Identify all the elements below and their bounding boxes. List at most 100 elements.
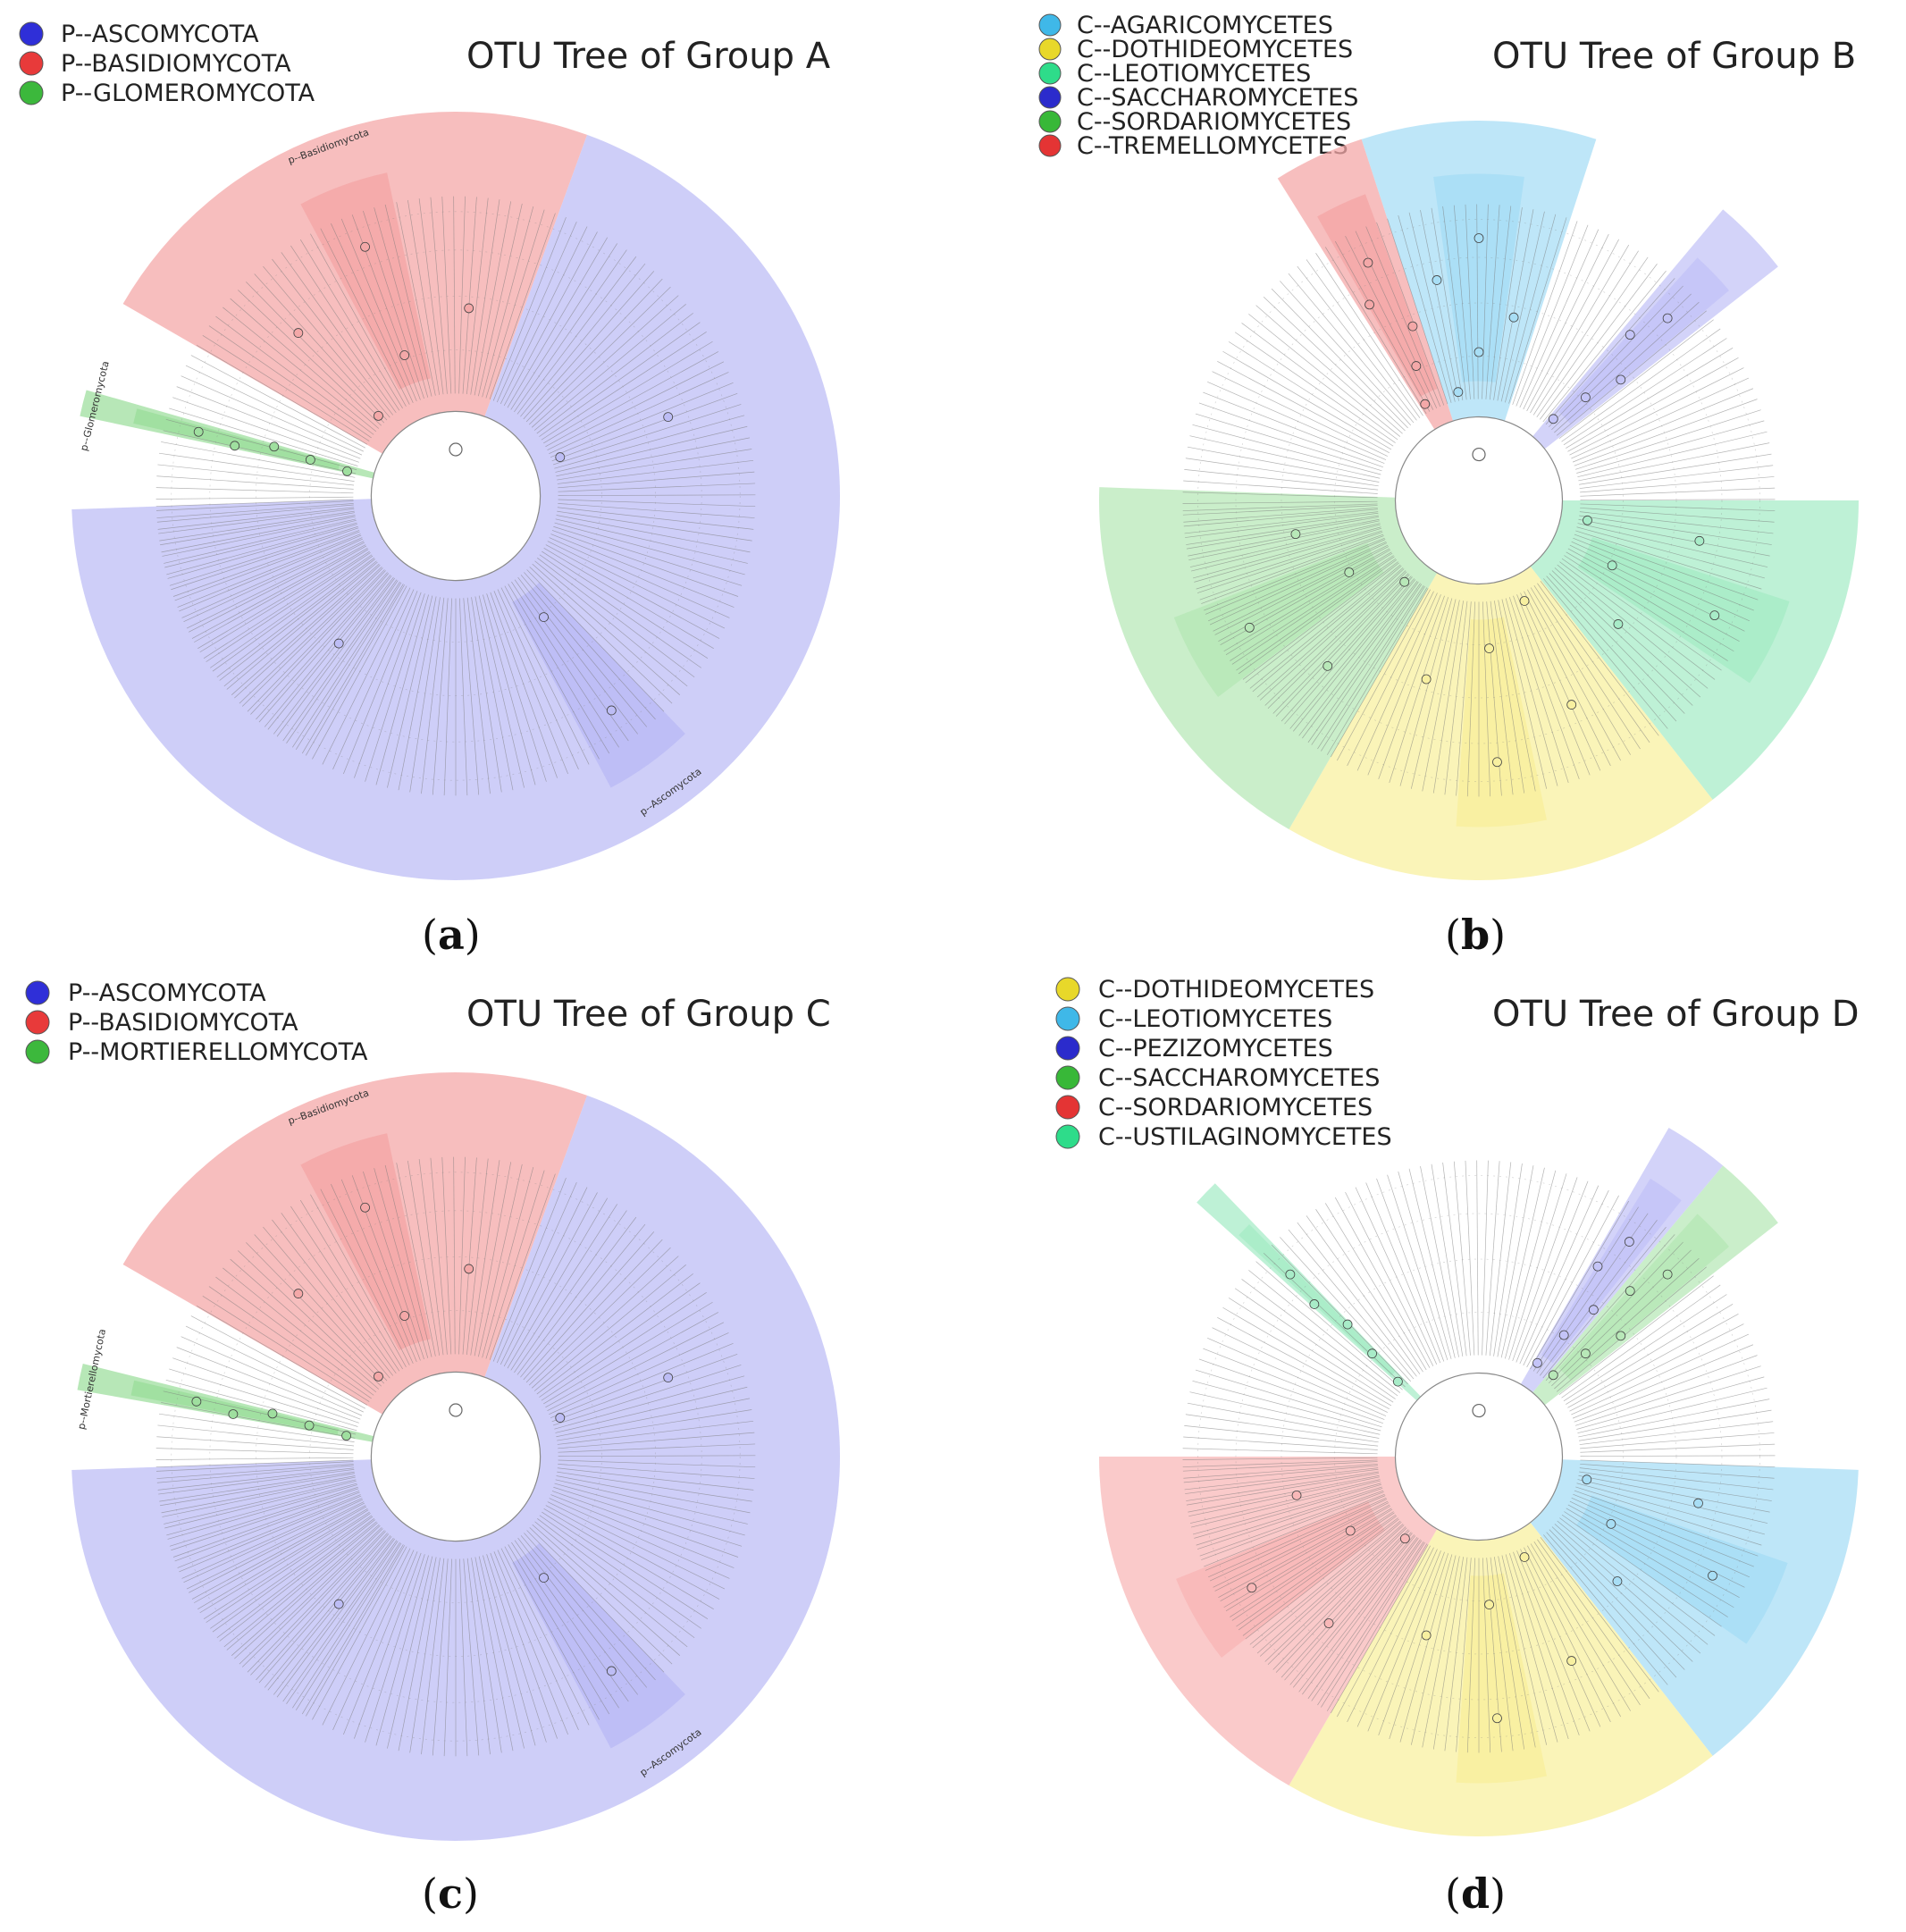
tree-branch xyxy=(1222,350,1392,450)
tree-branch xyxy=(1505,598,1558,786)
tree-branch xyxy=(541,1292,707,1401)
node-marker xyxy=(374,1371,383,1382)
tree-branch xyxy=(1573,1493,1754,1567)
tree-branch xyxy=(1532,1206,1639,1372)
tree-branch xyxy=(1280,281,1412,426)
tree-branch xyxy=(310,233,407,407)
tree-branch xyxy=(169,1486,358,1547)
tree-branch xyxy=(203,550,370,659)
tree-branch xyxy=(161,1402,356,1439)
tree-branch xyxy=(510,1204,617,1371)
tree-branch xyxy=(1543,1534,1668,1685)
tree-branch xyxy=(199,549,369,653)
tree-branch xyxy=(1242,1517,1398,1636)
tree-branch xyxy=(231,563,380,695)
tree-branch xyxy=(1456,1558,1472,1752)
node-marker xyxy=(1566,1656,1577,1666)
tree-branch xyxy=(161,441,356,478)
tree-branch xyxy=(1306,259,1421,418)
tree-branch xyxy=(208,1286,372,1399)
tree-branch xyxy=(1580,476,1775,493)
tree-branch xyxy=(365,593,425,782)
tree-branch xyxy=(181,1336,363,1416)
tree-branch xyxy=(1520,1549,1601,1727)
tree-branch xyxy=(1561,1514,1722,1627)
node-marker xyxy=(1247,1583,1257,1593)
tree-branch xyxy=(482,206,534,398)
tree-branch xyxy=(1376,222,1445,406)
tree-branch xyxy=(556,515,751,553)
node-ring xyxy=(1280,1258,1677,1655)
tree-branch xyxy=(1189,1391,1381,1435)
tree-branch xyxy=(1263,296,1406,432)
tree-branch xyxy=(158,452,355,483)
node-marker xyxy=(555,452,566,462)
tree-branch xyxy=(1272,1529,1409,1670)
tree-branch xyxy=(1579,1467,1774,1491)
tree-branch xyxy=(1231,1512,1395,1621)
node-marker xyxy=(1581,392,1591,403)
node-ring xyxy=(171,211,741,781)
node-marker xyxy=(1432,275,1442,285)
node-marker xyxy=(1616,1331,1626,1341)
tree-branch xyxy=(301,1544,404,1715)
tree-branch xyxy=(558,494,756,496)
tree-branch xyxy=(493,591,568,775)
tree-branch xyxy=(1194,527,1381,583)
tree-branch xyxy=(387,595,433,788)
tree-branch xyxy=(1204,537,1385,611)
tree-branch xyxy=(219,1519,375,1642)
tree-branch xyxy=(156,1464,354,1479)
clade-sector xyxy=(71,1095,841,1841)
tree-branch xyxy=(1193,526,1381,579)
tree-branch xyxy=(1493,207,1523,400)
tree-branch xyxy=(1501,599,1548,789)
tree-branch xyxy=(421,597,445,794)
tree-branch xyxy=(551,1491,739,1558)
tree-branch xyxy=(555,518,748,564)
tree-branch xyxy=(551,392,738,462)
node-marker xyxy=(1616,374,1626,385)
node-marker xyxy=(1420,399,1431,409)
tree-branch xyxy=(1494,601,1525,794)
panel-b: C--AGARICOMYCETES C--DOTHIDEOMYCETES C--… xyxy=(1038,12,1859,959)
tree-branch xyxy=(158,508,355,534)
tree-branch xyxy=(1567,1313,1739,1408)
tree-branch xyxy=(1183,1463,1378,1479)
tree-branch xyxy=(156,504,354,523)
tree-branch xyxy=(1188,1474,1380,1513)
tree-branch xyxy=(1203,391,1385,464)
tree-branch xyxy=(443,1558,452,1757)
tree-branch xyxy=(1280,575,1412,722)
node-ring xyxy=(209,249,702,743)
tree-branch xyxy=(1185,512,1379,538)
node-marker xyxy=(1566,700,1577,710)
tree-branch xyxy=(500,1187,588,1365)
tree-branch xyxy=(1580,1443,1776,1453)
tree-branch xyxy=(1485,205,1500,399)
node-marker xyxy=(1474,233,1484,243)
tree-branch xyxy=(1578,442,1770,482)
tree-branch xyxy=(234,1525,381,1659)
tree-branch xyxy=(322,1548,411,1726)
tree-branch xyxy=(181,375,363,456)
tree-branch xyxy=(496,221,577,403)
tree-branch xyxy=(210,1515,373,1629)
tree-branch xyxy=(155,500,354,511)
tree-branch xyxy=(1321,585,1425,752)
tree-branch xyxy=(1489,206,1512,400)
tree-branch xyxy=(441,1156,452,1355)
tree-branch xyxy=(250,570,386,715)
tree-branch xyxy=(1554,301,1700,433)
tree-branch xyxy=(206,1513,371,1623)
tree-branch xyxy=(556,437,751,477)
subclade-sector xyxy=(1541,1178,1682,1364)
tree-branch xyxy=(332,1550,415,1731)
tree-branch xyxy=(558,483,756,492)
clade-sector xyxy=(71,134,840,880)
tree-branch xyxy=(471,597,502,793)
tree-branch xyxy=(1201,535,1384,604)
tree-center xyxy=(1394,416,1564,585)
tree-branch xyxy=(312,585,407,760)
tree-branch xyxy=(1289,578,1415,729)
